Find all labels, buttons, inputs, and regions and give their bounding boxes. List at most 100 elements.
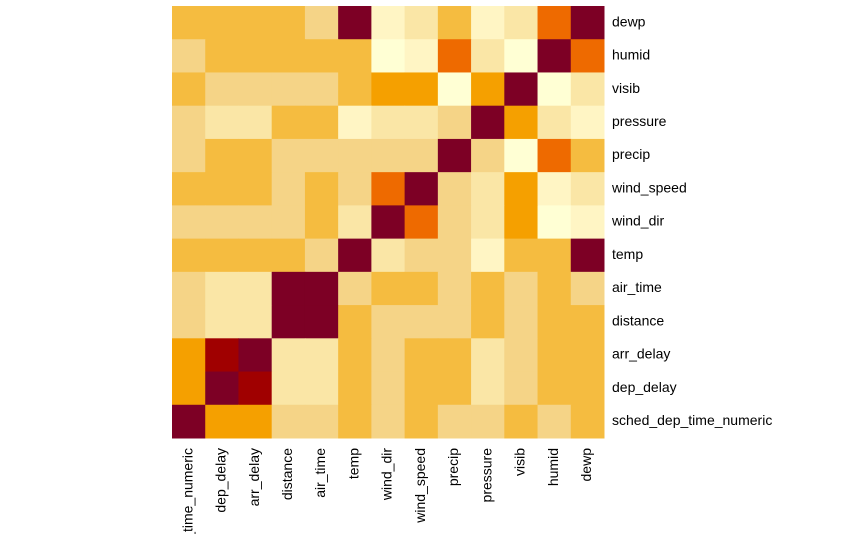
heatmap-cell (504, 205, 539, 240)
heatmap-cell (570, 172, 605, 206)
heatmap-cell (471, 305, 505, 339)
heatmap-cell (238, 271, 273, 306)
heatmap-cell (404, 172, 439, 206)
heatmap-cell (172, 6, 206, 40)
heatmap-cell (570, 271, 605, 306)
column-label: sched_dep_time_numeric (179, 448, 195, 534)
heatmap-cell (304, 238, 339, 273)
heatmap-cell (537, 39, 572, 73)
heatmap-cell (437, 338, 472, 373)
heatmap-cell (304, 404, 339, 439)
heatmap-cell (271, 172, 306, 206)
heatmap-cell (172, 371, 206, 406)
heatmap-cell (404, 6, 439, 40)
row-label: air_time (612, 279, 662, 295)
heatmap-cell (471, 371, 505, 406)
heatmap-cell (537, 6, 572, 40)
row-label: visib (612, 80, 640, 96)
heatmap-cell (238, 172, 273, 206)
heatmap-cell (371, 205, 406, 240)
heatmap-cell (471, 404, 505, 439)
heatmap-cell (238, 6, 273, 40)
heatmap-cell (371, 138, 406, 173)
heatmap-cell (437, 238, 472, 273)
heatmap-cell (338, 404, 372, 439)
heatmap-cell (304, 138, 339, 173)
heatmap-cell (570, 72, 605, 107)
heatmap-cell (205, 338, 239, 373)
heatmap-cell (338, 238, 372, 273)
heatmap-cell (437, 72, 472, 107)
heatmap-cell (471, 6, 505, 40)
heatmap-cell (338, 172, 372, 206)
heatmap-cell (504, 338, 539, 373)
heatmap-cell (205, 305, 239, 339)
column-label: distance (279, 448, 295, 500)
column-label: wind_dir (379, 448, 395, 501)
heatmap-cell (537, 138, 572, 173)
heatmap-cell (371, 305, 406, 339)
heatmap-cell (471, 39, 505, 73)
heatmap-cell (338, 105, 372, 140)
heatmap-cell (437, 404, 472, 439)
heatmap-cell (172, 105, 206, 140)
row-label: humid (612, 47, 650, 63)
column-label: dep_delay (213, 448, 229, 513)
heatmap-cell (172, 305, 206, 339)
heatmap-cell (471, 105, 505, 140)
heatmap-cell (404, 305, 439, 339)
heatmap-cell (404, 72, 439, 107)
heatmap-cell (304, 6, 339, 40)
heatmap-cell (471, 271, 505, 306)
heatmap-cell (304, 371, 339, 406)
column-label: precip (445, 448, 461, 486)
heatmap-cell (437, 6, 472, 40)
heatmap-cell (471, 138, 505, 173)
heatmap-cell (172, 238, 206, 273)
heatmap-cell (338, 138, 372, 173)
heatmap-cell (205, 105, 239, 140)
heatmap-cell (271, 39, 306, 73)
heatmap-cell (304, 305, 339, 339)
heatmap-cell (504, 72, 539, 107)
heatmap-cell (371, 105, 406, 140)
heatmap-cell (338, 205, 372, 240)
heatmap-cell (338, 39, 372, 73)
heatmap-cell (304, 72, 339, 107)
heatmap-cell (338, 72, 372, 107)
heatmap-cell (304, 271, 339, 306)
heatmap-cell (338, 338, 372, 373)
heatmap-cell (537, 404, 572, 439)
heatmap-cell (271, 6, 306, 40)
heatmap-cell (205, 271, 239, 306)
heatmap-cell (205, 238, 239, 273)
heatmap-cell (570, 138, 605, 173)
heatmap-cell (238, 305, 273, 339)
heatmap-cell (570, 338, 605, 373)
heatmap-cell (172, 404, 206, 439)
row-label: wind_speed (611, 179, 687, 195)
heatmap-cell (172, 205, 206, 240)
heatmap-cell (437, 271, 472, 306)
heatmap-cell (504, 271, 539, 306)
heatmap-cell (205, 404, 239, 439)
heatmap-cell (404, 338, 439, 373)
heatmap-cell (172, 72, 206, 107)
heatmap-cell (570, 105, 605, 140)
heatmap-cell (537, 338, 572, 373)
heatmap-cell (437, 305, 472, 339)
heatmap-cell (238, 205, 273, 240)
heatmap-cell (271, 205, 306, 240)
heatmap-cell (271, 72, 306, 107)
heatmap-cell (504, 404, 539, 439)
heatmap-cell (504, 371, 539, 406)
heatmap-cell (404, 138, 439, 173)
heatmap-cell (371, 39, 406, 73)
heatmap-cell (304, 39, 339, 73)
heatmap-cell (570, 39, 605, 73)
heatmap-cell (371, 72, 406, 107)
heatmap-cell (172, 338, 206, 373)
heatmap-cell (205, 205, 239, 240)
row-label: temp (612, 246, 643, 262)
